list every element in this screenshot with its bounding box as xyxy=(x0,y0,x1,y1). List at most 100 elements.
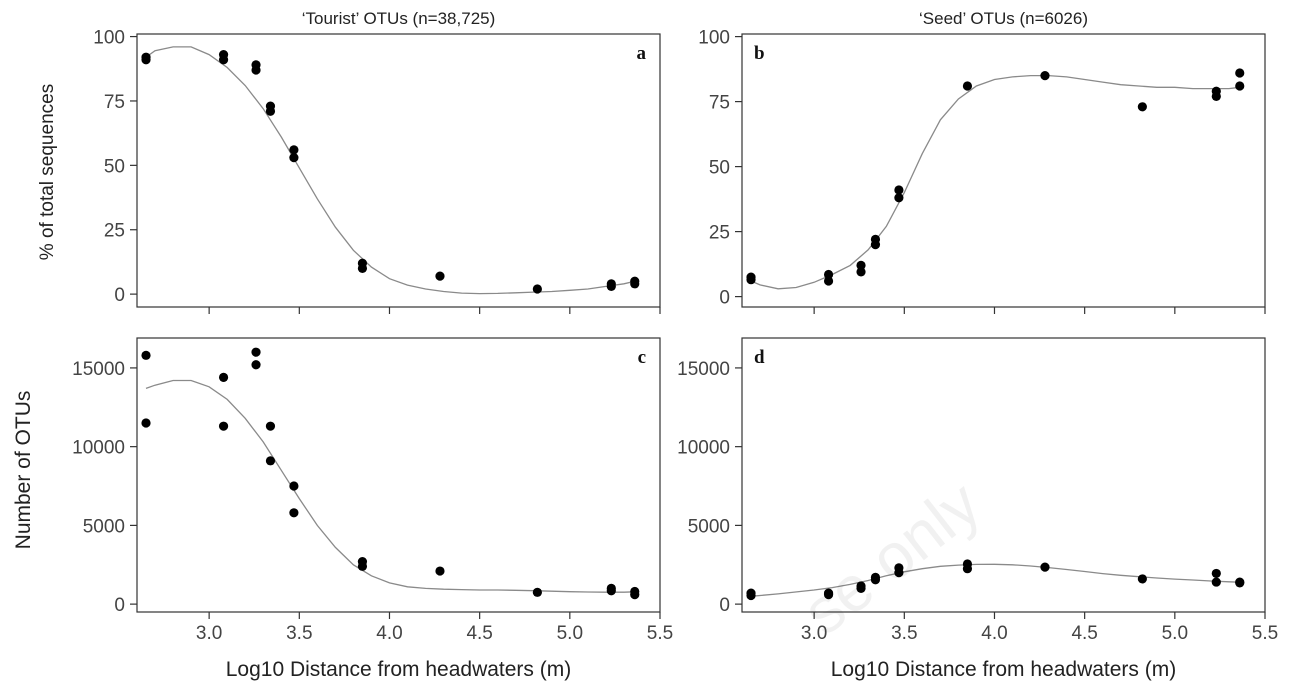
panel-a-data-point xyxy=(532,284,542,294)
panel-b-frame xyxy=(741,33,1266,308)
panel-d-frame xyxy=(741,337,1266,613)
panel-a-y-tick-label: 0 xyxy=(114,285,125,306)
panel-a-y-tick-label: 75 xyxy=(104,92,125,113)
panel-b-data-point xyxy=(746,275,756,285)
panel-c-frame xyxy=(136,337,661,613)
panel-a-data-point xyxy=(289,145,299,155)
panel-b-data-point xyxy=(856,260,866,270)
panel-b-data-point xyxy=(894,185,904,195)
panel-b-y-tick-label: 75 xyxy=(709,93,730,114)
panel-d-data-point xyxy=(823,590,834,600)
panel-c-x-tick-label: 4.5 xyxy=(466,623,492,644)
panel-d-fit-curve xyxy=(750,563,1240,597)
panel-d-x-tick-label: 5.0 xyxy=(1162,623,1188,644)
panel-a-fit-curve xyxy=(145,46,635,295)
panel-a-data-point xyxy=(630,279,640,289)
panel-c-y-tick-label: 0 xyxy=(114,595,125,616)
panel-a-data-point xyxy=(357,263,368,273)
panel-a-data-point xyxy=(606,281,616,291)
panel-d-data-point xyxy=(870,575,881,585)
panel-c-data-point xyxy=(265,456,276,466)
panel-c-data-point xyxy=(251,347,261,357)
panel-a-label: a xyxy=(637,43,647,64)
panel-b-data-point xyxy=(1211,91,1221,101)
panel-c-data-point xyxy=(218,421,229,431)
panel-c-data-point xyxy=(141,418,151,428)
panel-b-y-tick-label: 100 xyxy=(698,28,730,49)
panel-b-data-point xyxy=(856,267,866,277)
panel-c-x-axis-label: Log10 Distance from headwaters (m) xyxy=(226,658,572,681)
panel-b: ‘Seed’ OTUs (n=6026) b 0 25 50 75 100 xyxy=(698,9,1266,314)
panel-c-x-tick-label: 3.5 xyxy=(286,623,312,644)
panel-c-y-tick-label: 15000 xyxy=(72,359,125,380)
panel-d-data-point xyxy=(1137,574,1147,584)
panel-a-title: ‘Tourist’ OTUs (n=38,725) xyxy=(302,9,496,28)
panel-a: ‘Tourist’ OTUs (n=38,725) a 0 25 50 75 100 xyxy=(93,9,661,314)
panel-d-data-point xyxy=(962,564,973,574)
panel-b-fit-curve xyxy=(750,74,1240,290)
panel-c-fit-curve xyxy=(145,379,635,593)
panel-c-label: c xyxy=(638,347,646,368)
panel-d-y-tick-label: 0 xyxy=(719,595,730,616)
panel-d-label: d xyxy=(754,347,765,368)
y-axis-label-top: % of total sequences xyxy=(37,84,58,260)
panel-c-y-tick-label: 5000 xyxy=(83,516,125,537)
panel-c: c 3.0 3.5 4.0 4.5 5.0 5.5 0 5000 10000 15000 Log10 … xyxy=(72,337,673,681)
panel-b-data-point xyxy=(823,269,834,280)
panel-c-data-point xyxy=(251,360,261,370)
panel-c-x-tick-label: 3.0 xyxy=(196,623,222,644)
panel-b-y-tick-label: 25 xyxy=(709,223,730,244)
panel-b-title: ‘Seed’ OTUs (n=6026) xyxy=(919,9,1088,28)
panel-a-y-tick-label: 50 xyxy=(104,156,125,177)
watermark: se only xyxy=(789,467,993,649)
panel-b-y-tick-label: 0 xyxy=(719,288,730,309)
panel-d-x-axis-label: Log10 Distance from headwaters (m) xyxy=(831,658,1177,681)
panel-c-data-point xyxy=(630,590,640,600)
panel-c-data-point xyxy=(265,421,276,431)
panel-d-data-point xyxy=(1040,562,1050,572)
panel-a-data-point xyxy=(218,55,229,65)
panel-d: d 3.0 3.5 4.0 4.5 5.0 5.5 0 5000 10000 15000 Log10 … xyxy=(677,337,1278,681)
panel-c-data-point xyxy=(289,508,299,518)
panel-c-x-tick-label: 5.0 xyxy=(557,623,583,644)
panel-a-data-point xyxy=(251,65,261,75)
panel-c-y-tick-label: 10000 xyxy=(72,438,125,459)
panel-a-frame xyxy=(136,33,661,308)
panel-d-data-point xyxy=(1211,577,1221,587)
panel-a-y-tick-label: 25 xyxy=(104,221,125,242)
panel-c-x-tick-label: 5.5 xyxy=(647,623,673,644)
panel-c-data-point xyxy=(606,586,616,596)
panel-d-data-point xyxy=(856,583,866,593)
panel-c-data-point xyxy=(357,561,368,571)
panel-a-y-tick-label: 100 xyxy=(93,28,125,49)
panel-a-data-point xyxy=(141,55,151,65)
panel-d-data-point xyxy=(1235,578,1245,588)
panel-b-data-point xyxy=(1235,68,1245,78)
panel-c-x-tick-label: 4.0 xyxy=(376,623,402,644)
panel-d-y-tick-label: 10000 xyxy=(677,438,730,459)
panel-b-data-point xyxy=(962,81,973,91)
panel-d-x-tick-label: 3.5 xyxy=(891,623,917,644)
y-axis-label-bottom: Number of OTUs xyxy=(12,391,35,550)
panel-b-data-point xyxy=(1235,81,1245,91)
panel-a-data-point xyxy=(289,153,299,163)
panel-d-x-tick-label: 3.0 xyxy=(801,623,827,644)
panel-d-x-tick-label: 5.5 xyxy=(1252,623,1278,644)
panel-b-y-tick-label: 50 xyxy=(709,158,730,179)
panel-d-x-tick-label: 4.5 xyxy=(1071,623,1097,644)
panel-c-data-point xyxy=(289,481,299,491)
panel-d-data-point xyxy=(746,590,756,601)
panel-c-data-point xyxy=(435,566,445,576)
panel-a-data-point xyxy=(435,271,445,281)
panel-b-label: b xyxy=(754,43,765,64)
panel-c-data-point xyxy=(141,350,151,360)
panel-b-data-point xyxy=(1137,102,1147,112)
panel-b-data-point xyxy=(823,276,834,286)
panel-b-data-point xyxy=(894,193,904,203)
panel-b-data-point xyxy=(870,240,881,250)
panel-d-data-point xyxy=(894,568,904,578)
panel-c-data-point xyxy=(218,372,229,382)
panel-a-data-point xyxy=(265,106,276,116)
panel-d-x-tick-label: 4.0 xyxy=(981,623,1007,644)
